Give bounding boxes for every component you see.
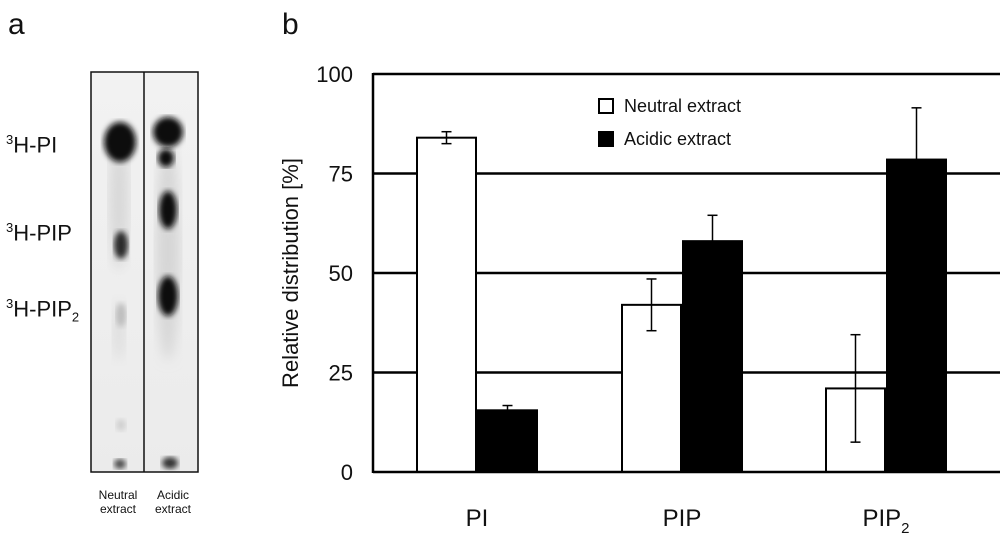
spot-label-pip2: 3H-PIP2 [6,296,80,325]
spot-neutral-pip2 [116,303,126,327]
tlc-panel: a 3H-PI 3H-PIP 3H-PIP2 [0,0,260,533]
legend-box [590,87,781,160]
bar-neutral-0 [416,136,477,473]
spot-acidic-pi [153,117,183,147]
bar-acidic-0 [477,409,538,473]
y-tick-label: 50 [329,261,353,286]
spot-acidic-origin [162,457,178,469]
legend-label-0: Neutral extract [624,96,741,116]
y-tick-label: 25 [329,361,353,386]
panel-label-a: a [8,8,25,41]
panel-label-b: b [282,8,299,41]
legend-swatch-0 [598,98,614,114]
lane-label-neutral: Neutral extract [98,488,138,516]
spot-label-pip: 3H-PIP [6,220,72,246]
legend-swatch-1 [598,131,614,147]
y-tick-label: 75 [329,162,353,187]
spot-acidic-pip [159,191,177,229]
y-tick-label: 100 [316,62,353,87]
spot-neutral-faint [116,419,126,431]
y-tick-label: 0 [341,460,353,485]
bar-neutral-1 [621,303,682,473]
spot-acidic-pi-lower [158,149,174,167]
x-tick-label: PIP [663,505,702,532]
y-axis-title: Relative distribution [%] [278,158,303,388]
legend-label-1: Acidic extract [624,129,731,149]
tlc-plate [90,71,199,473]
spot-neutral-origin [114,459,126,469]
spot-acidic-pip2 [158,276,178,316]
x-tick-label: PI [466,505,489,532]
lane-label-acidic: Acidic extract [154,488,191,516]
spot-label-pi: 3H-PI [6,132,58,158]
spot-neutral-pip [114,231,128,259]
x-tick-label: PIP2 [862,505,909,533]
spot-neutral-pi [104,122,136,162]
bar-acidic-1 [682,240,743,473]
